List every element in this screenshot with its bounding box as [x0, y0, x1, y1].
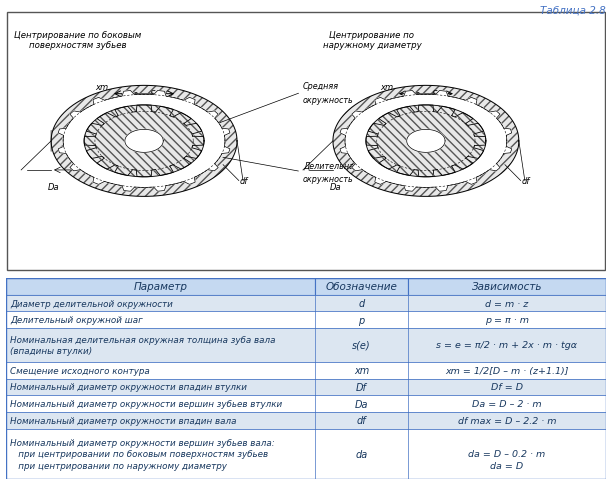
- Text: Обозначение: Обозначение: [325, 282, 397, 292]
- Text: Da: Da: [355, 399, 368, 409]
- Text: d: d: [441, 153, 446, 162]
- Text: p: p: [359, 315, 365, 325]
- Polygon shape: [58, 91, 230, 192]
- Text: df: df: [357, 416, 367, 425]
- Bar: [6, 429, 606, 479]
- Text: Номинальная делительная окружная толщина зуба вала
(впадины втулки): Номинальная делительная окружная толщина…: [10, 335, 276, 355]
- Bar: [6, 295, 606, 312]
- Polygon shape: [366, 106, 486, 178]
- Polygon shape: [366, 106, 486, 178]
- Text: Df: Df: [356, 382, 367, 392]
- Text: xm: xm: [354, 365, 369, 376]
- Text: Делительный окружной шаг: Делительный окружной шаг: [10, 316, 143, 325]
- Polygon shape: [340, 91, 512, 192]
- Text: Зависимость: Зависимость: [472, 282, 542, 292]
- Text: Таблица 2.8: Таблица 2.8: [540, 6, 606, 16]
- Text: Da = D – 2 · m: Da = D – 2 · m: [472, 399, 542, 408]
- Text: e = S: e = S: [133, 90, 156, 98]
- Text: d: d: [127, 142, 132, 151]
- Bar: [6, 278, 315, 295]
- Text: окружность: окружность: [303, 175, 354, 184]
- Text: df: df: [522, 177, 530, 186]
- Text: Номинальный диаметр окружности вершин зубьев втулки: Номинальный диаметр окружности вершин зу…: [10, 399, 283, 408]
- Text: Номинальный диаметр окружности вершин зубьев вала:
   при центрировании по боков: Номинальный диаметр окружности вершин зу…: [10, 438, 275, 470]
- Text: xm: xm: [380, 83, 393, 91]
- Bar: [6, 362, 606, 379]
- Text: e = S: e = S: [415, 90, 437, 98]
- Text: s = e = π/2 · m + 2x · m · tgα: s = e = π/2 · m + 2x · m · tgα: [436, 341, 577, 350]
- Text: Df = D: Df = D: [491, 383, 523, 392]
- Text: Da: Da: [48, 183, 60, 192]
- Text: Средняя: Средняя: [303, 82, 339, 91]
- Text: окружность: окружность: [303, 96, 354, 105]
- Polygon shape: [84, 106, 204, 178]
- Bar: [408, 278, 606, 295]
- Bar: [6, 412, 606, 429]
- Text: Номинальный диаметр окружности впадин втулки: Номинальный диаметр окружности впадин вт…: [10, 383, 247, 392]
- Text: df max = D – 2.2 · m: df max = D – 2.2 · m: [458, 416, 556, 425]
- Bar: [6, 312, 606, 329]
- Text: xm = 1/2[D – m · (z+1.1)]: xm = 1/2[D – m · (z+1.1)]: [445, 366, 569, 375]
- Polygon shape: [125, 130, 163, 153]
- Text: da: da: [355, 449, 368, 459]
- Bar: [6, 329, 606, 362]
- Bar: [6, 379, 606, 395]
- Text: p = π · m: p = π · m: [485, 316, 529, 325]
- Text: da: da: [172, 141, 182, 150]
- Text: Диаметр делительной окружности: Диаметр делительной окружности: [10, 299, 173, 308]
- Polygon shape: [51, 86, 237, 197]
- Text: Делительная: Делительная: [303, 161, 359, 170]
- Text: d: d: [359, 299, 365, 308]
- Text: s(e): s(e): [352, 340, 371, 350]
- Text: Da: Da: [330, 183, 341, 192]
- Bar: [6, 395, 606, 412]
- Text: xm: xm: [95, 83, 108, 91]
- Polygon shape: [84, 106, 204, 178]
- Text: Номинальный диаметр окружности впадин вала: Номинальный диаметр окружности впадин ва…: [10, 416, 237, 425]
- Text: Центрирование по боковым
поверхностям зубьев: Центрирование по боковым поверхностям зу…: [15, 31, 141, 50]
- Bar: [315, 278, 408, 295]
- Polygon shape: [407, 130, 445, 153]
- Text: Центрирование по
наружному диаметру: Центрирование по наружному диаметру: [322, 31, 421, 50]
- Text: d = m · z: d = m · z: [485, 299, 528, 308]
- Text: Смещение исходного контура: Смещение исходного контура: [10, 366, 150, 375]
- Text: df: df: [240, 177, 248, 186]
- Text: da = D – 0.2 · m
da = D: da = D – 0.2 · m da = D: [468, 438, 546, 470]
- Text: Параметр: Параметр: [133, 282, 188, 292]
- Text: da = Df = D: da = Df = D: [397, 140, 443, 149]
- Text: Df: Df: [148, 142, 158, 151]
- Polygon shape: [333, 86, 519, 197]
